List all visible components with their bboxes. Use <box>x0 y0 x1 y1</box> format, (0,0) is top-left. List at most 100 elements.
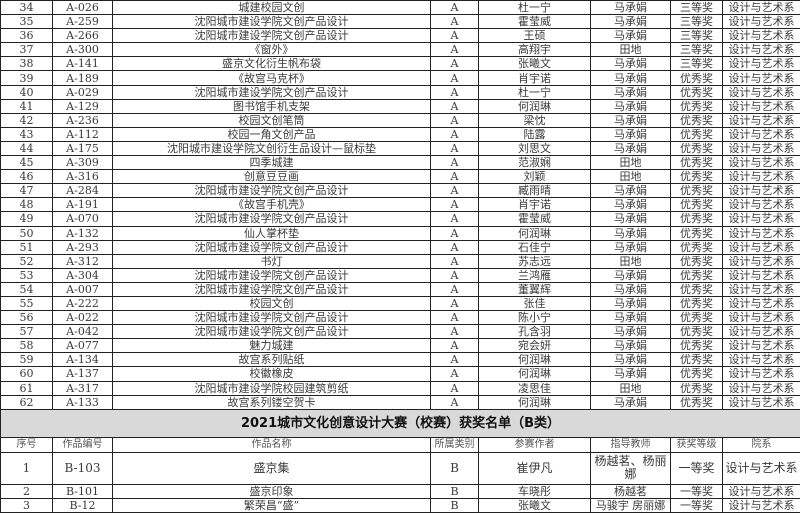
seq-cell: 53 <box>1 268 53 282</box>
department-cell: 设计与艺术系 <box>723 57 800 71</box>
code-cell: A-134 <box>53 353 113 367</box>
code-cell: A-070 <box>53 212 113 226</box>
award-cell: 优秀奖 <box>671 254 723 268</box>
work-name-cell: 校徽橡皮 <box>113 367 431 381</box>
award-cell: 优秀奖 <box>671 311 723 325</box>
code-cell: B-101 <box>53 484 113 498</box>
work-name-cell: 盛京文化衍生帆布袋 <box>113 57 431 71</box>
author-cell: 何润琳 <box>479 99 591 113</box>
category-cell: A <box>431 212 479 226</box>
author-cell: 凌思佳 <box>479 381 591 395</box>
category-cell: A <box>431 113 479 127</box>
department-cell: 设计与艺术系 <box>723 170 800 184</box>
award-cell: 优秀奖 <box>671 367 723 381</box>
category-cell: A <box>431 29 479 43</box>
section-title: 2021城市文化创意设计大赛（校赛）获奖名单（B类） <box>1 409 800 437</box>
code-cell: A-141 <box>53 57 113 71</box>
advisor-cell: 田地 <box>591 254 671 268</box>
department-cell: 设计与艺术系 <box>723 226 800 240</box>
award-cell: 优秀奖 <box>671 395 723 409</box>
category-cell: A <box>431 198 479 212</box>
code-cell: A-316 <box>53 170 113 184</box>
advisor-cell: 马承娟 <box>591 15 671 29</box>
code-cell: A-026 <box>53 1 113 15</box>
award-cell: 优秀奖 <box>671 170 723 184</box>
department-cell: 设计与艺术系 <box>723 282 800 296</box>
header-row: 序号作品编号作品名称所属类别参赛作者指导教师获奖等级院系 <box>1 437 800 452</box>
advisor-cell: 马承娟 <box>591 113 671 127</box>
department-cell: 设计与艺术系 <box>723 339 800 353</box>
code-cell: A-284 <box>53 184 113 198</box>
work-name-cell: 校园文创笔筒 <box>113 113 431 127</box>
work-name-cell: 创意豆豆画 <box>113 170 431 184</box>
seq-cell: 46 <box>1 170 53 184</box>
category-cell: A <box>431 268 479 282</box>
award-cell: 优秀奖 <box>671 339 723 353</box>
department-cell: 设计与艺术系 <box>723 395 800 409</box>
department-cell: 设计与艺术系 <box>723 141 800 155</box>
category-cell: A <box>431 282 479 296</box>
department-cell: 设计与艺术系 <box>723 1 800 15</box>
code-cell: A-317 <box>53 381 113 395</box>
category-cell: A <box>431 254 479 268</box>
category-cell: A <box>431 184 479 198</box>
work-name-cell: 魅力城建 <box>113 339 431 353</box>
award-cell: 优秀奖 <box>671 282 723 296</box>
department-cell: 设计与艺术系 <box>723 113 800 127</box>
seq-cell: 59 <box>1 353 53 367</box>
code-cell: B-103 <box>53 452 113 484</box>
author-cell: 张佳 <box>479 296 591 310</box>
department-cell: 设计与艺术系 <box>723 452 800 484</box>
seq-cell: 49 <box>1 212 53 226</box>
author-cell: 高翔宇 <box>479 43 591 57</box>
seq-cell: 36 <box>1 29 53 43</box>
code-cell: B-12 <box>53 498 113 512</box>
work-name-cell: 《故宫手机壳》 <box>113 198 431 212</box>
author-cell: 范淑娴 <box>479 156 591 170</box>
seq-cell: 52 <box>1 254 53 268</box>
category-cell: A <box>431 43 479 57</box>
code-cell: A-312 <box>53 254 113 268</box>
category-cell: A <box>431 170 479 184</box>
category-cell: A <box>431 353 479 367</box>
work-name-cell: 沈阳城市建设学院文创产品设计 <box>113 212 431 226</box>
seq-cell: 57 <box>1 325 53 339</box>
department-cell: 设计与艺术系 <box>723 325 800 339</box>
department-cell: 设计与艺术系 <box>723 367 800 381</box>
author-cell: 崔伊凡 <box>479 452 591 484</box>
seq-cell: 43 <box>1 127 53 141</box>
advisor-cell: 马承娟 <box>591 311 671 325</box>
advisor-cell: 田地 <box>591 43 671 57</box>
award-cell: 一等奖 <box>671 498 723 512</box>
seq-cell: 37 <box>1 43 53 57</box>
author-cell: 宛会妍 <box>479 339 591 353</box>
advisor-cell: 马承娟 <box>591 325 671 339</box>
seq-cell: 50 <box>1 226 53 240</box>
author-cell: 杜一宁 <box>479 1 591 15</box>
category-cell: A <box>431 57 479 71</box>
seq-cell: 51 <box>1 240 53 254</box>
work-name-cell: 沈阳城市建设学院文创产品设计 <box>113 268 431 282</box>
advisor-cell: 马承娟 <box>591 127 671 141</box>
department-cell: 设计与艺术系 <box>723 498 800 512</box>
department-cell: 设计与艺术系 <box>723 296 800 310</box>
code-cell: A-133 <box>53 395 113 409</box>
author-cell: 肖宇诺 <box>479 198 591 212</box>
seq-cell: 1 <box>1 452 53 484</box>
department-cell: 设计与艺术系 <box>723 381 800 395</box>
category-cell: B <box>431 452 479 484</box>
category-cell: A <box>431 339 479 353</box>
award-cell: 优秀奖 <box>671 113 723 127</box>
code-cell: A-077 <box>53 339 113 353</box>
